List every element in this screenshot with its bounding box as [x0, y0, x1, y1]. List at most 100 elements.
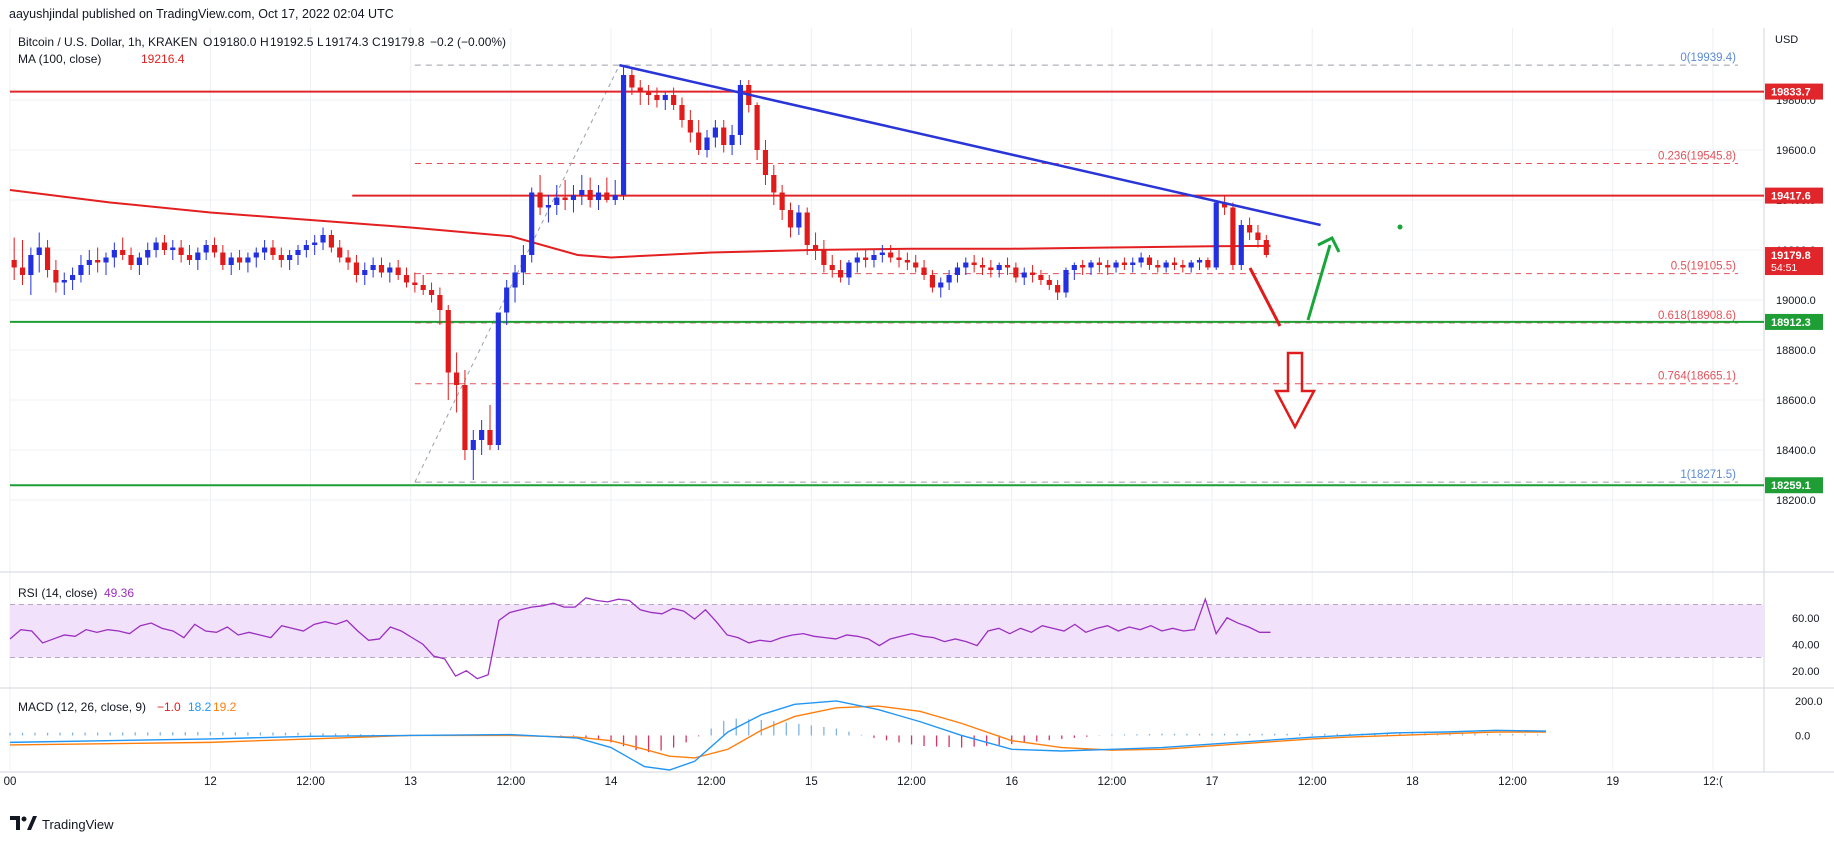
candle-body [320, 235, 326, 243]
candle-body [262, 247, 268, 253]
candle-body [136, 257, 142, 265]
time-tick-label: 17 [1206, 776, 1219, 788]
candle-body [1163, 262, 1169, 268]
candle-body [787, 210, 794, 228]
candle-body [236, 257, 243, 263]
candle-body [161, 242, 168, 250]
rsi-legend-value: 49.36 [104, 586, 134, 600]
candle-body [454, 372, 460, 385]
candle-body [1238, 225, 1244, 265]
close-value: 19179.8 [381, 35, 425, 49]
candle-body [53, 270, 59, 283]
candle-body [470, 440, 476, 450]
price-tick-label: 19600.0 [1776, 145, 1816, 157]
trendline[interactable] [619, 63, 1321, 227]
candle-body [512, 272, 518, 288]
currency-label: USD [1775, 34, 1798, 46]
candle-body [712, 127, 718, 138]
candle-body [1046, 280, 1052, 285]
candle-body [253, 252, 259, 258]
time-tick-label: 16 [1005, 776, 1018, 788]
candle-body [378, 265, 385, 273]
candle-body [570, 195, 577, 200]
candle-body [61, 280, 67, 283]
green-arrow-head [1317, 235, 1341, 253]
candle-body [896, 257, 902, 260]
time-tick-label: 14 [605, 776, 618, 788]
candle-body [620, 75, 627, 195]
down-block-arrow [1273, 351, 1317, 430]
candle-body [637, 87, 643, 93]
candle-body [545, 205, 552, 208]
price-tick-label: 18200.0 [1776, 495, 1816, 507]
time-tick-label: 12:( [1703, 776, 1723, 788]
candle-body [495, 312, 501, 445]
candle-body [579, 190, 585, 195]
candle-body [988, 267, 994, 270]
candle-body [11, 260, 17, 268]
trendline-line [619, 63, 1321, 227]
horizontal-levels[interactable] [10, 90, 1764, 487]
candle-body [587, 190, 593, 200]
rsi-band [10, 604, 1763, 658]
candle-body [70, 275, 76, 280]
candle-body [303, 245, 309, 250]
candle-body [537, 192, 543, 208]
fib-level-label: 0.618(18908.6) [1658, 310, 1736, 322]
candle-body [462, 385, 468, 450]
macd-tick-label: 200.0 [1795, 696, 1823, 708]
rsi-tick-label: 60.00 [1792, 613, 1820, 625]
candle-body [403, 275, 410, 283]
candle-body [1171, 262, 1178, 265]
candle-body [520, 255, 526, 273]
candle-body [671, 95, 677, 105]
ohlc-readout: O 19180.0 H 19192.5 L 19174.3 C 19179.8 … [203, 35, 506, 49]
candle-body [1247, 225, 1253, 233]
candle-body [120, 250, 126, 255]
candle-body [95, 260, 101, 263]
candle-body [312, 242, 318, 245]
candle-body [145, 250, 151, 258]
green-arrow-shaft [1306, 244, 1332, 321]
price-tick-label: 19000.0 [1776, 295, 1816, 307]
candle-body [1055, 285, 1061, 293]
candle-body [812, 245, 819, 250]
fib-level-label: 0.5(19105.5) [1671, 261, 1736, 273]
candle-body [863, 257, 869, 260]
price-tag [1765, 313, 1823, 330]
candle-body [203, 245, 209, 253]
ma100-line [9, 189, 1271, 259]
axes: 18200.0 18400.0 18600.0 18800.0 19000.0 19 200… [4, 83, 1823, 788]
candle-body [1063, 270, 1069, 293]
candle-body [412, 282, 418, 285]
candlestick-series [11, 65, 1269, 480]
candle-body [1180, 265, 1186, 268]
candle-body [921, 267, 927, 275]
candle-body [178, 247, 184, 255]
candle-body [846, 262, 852, 278]
change-value: −0.2 (−0.00%) [430, 35, 506, 49]
candle-body [479, 430, 485, 440]
candle-body [387, 267, 393, 273]
candle-body [871, 255, 877, 260]
candle-body [879, 252, 885, 255]
candle-body [971, 262, 977, 265]
candle-body [1121, 262, 1127, 265]
candle-body [562, 197, 568, 200]
price-tag-label: 19833.7 [1771, 87, 1811, 99]
time-tick-label: 12:00 [496, 776, 525, 788]
price-tag [1765, 187, 1823, 204]
time-tick-label: 12:00 [1097, 776, 1126, 788]
candle-body [445, 310, 451, 373]
open-value: 19180.0 [213, 35, 257, 49]
candle-body [1138, 257, 1144, 263]
candle-body [821, 250, 827, 265]
time-tick-label: 12:00 [296, 776, 325, 788]
candle-body [838, 270, 844, 278]
candle-body [854, 257, 860, 263]
candle-body [36, 247, 42, 255]
candle-body [654, 95, 660, 100]
candle-body [128, 255, 134, 265]
candle-body [721, 127, 727, 145]
